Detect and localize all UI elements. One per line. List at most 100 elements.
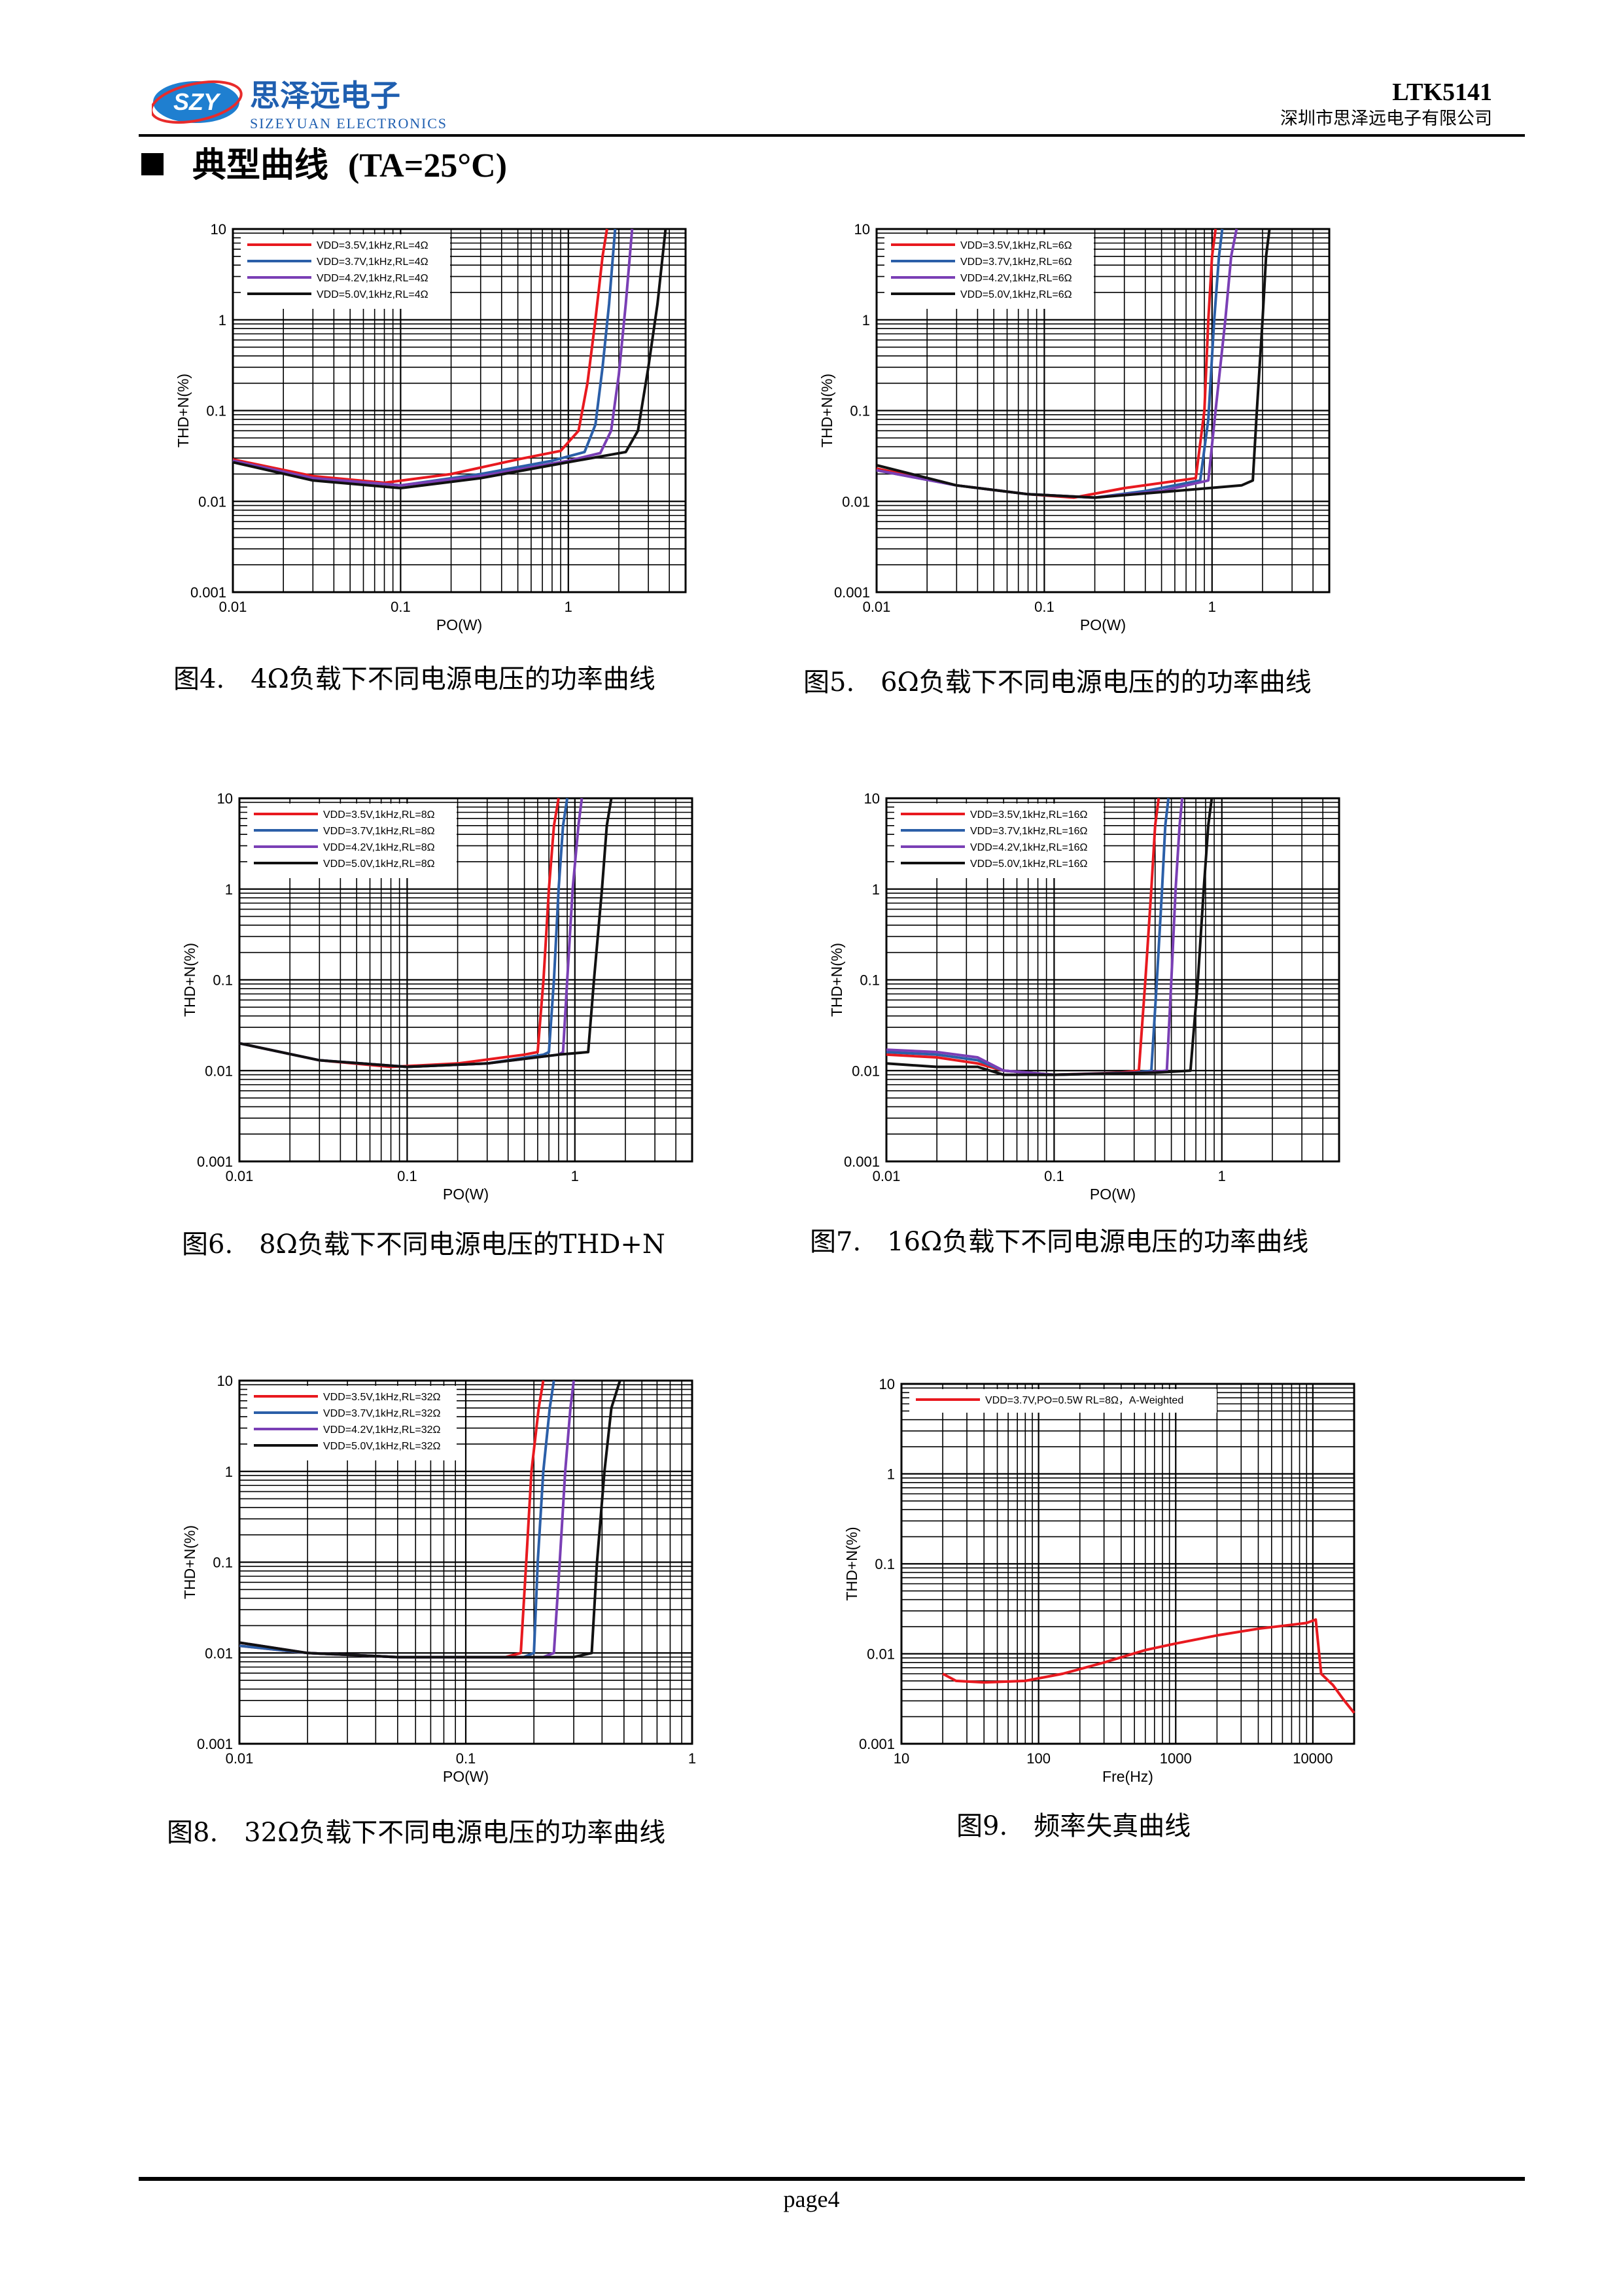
legend-label: VDD=5.0V,1kHz,RL=8Ω: [323, 858, 435, 870]
y-tick-label: 0.01: [852, 1063, 880, 1079]
section-title-text: 典型曲线: [192, 146, 329, 185]
x-axis-label: PO(W): [443, 1186, 489, 1203]
caption-fig5: 图5. 6Ω负载下不同电源电压的的功率曲线: [803, 665, 1312, 699]
x-tick-label: 0.1: [391, 599, 411, 615]
legend-label: VDD=5.0V,1kHz,RL=16Ω: [970, 858, 1088, 870]
legend-label: VDD=4.2V,1kHz,RL=32Ω: [323, 1424, 441, 1436]
chart-fig6: 0.001 0.01 0.1 1 10 0.01 0.1 1 PO(W) THD+N(%) VDD=…: [181, 788, 705, 1220]
x-tick-label: 0.1: [1044, 1168, 1064, 1184]
chart-svg: 0.001 0.01 0.1 1 10 10 100 1000 10000 Fre(Hz) THD+…: [843, 1376, 1355, 1785]
caption-number: 图8.: [167, 1818, 218, 1848]
header-divider: [139, 134, 1525, 137]
x-axis-label: PO(W): [1080, 616, 1126, 633]
section-condition: (TA=25°C): [348, 147, 508, 185]
caption-number: 图4.: [173, 664, 225, 694]
series-line: [239, 798, 613, 1069]
plot-frame: [885, 797, 1340, 1163]
caption-text: 6Ω负载下不同电源电压的的功率曲线: [881, 667, 1312, 698]
legend-label: VDD=4.2V,1kHz,RL=4Ω: [317, 273, 428, 284]
x-tick-label: 10000: [1293, 1750, 1333, 1767]
legend-label: VDD=3.7V,1kHz,RL=8Ω: [323, 826, 435, 837]
y-tick-label: 0.1: [206, 403, 226, 419]
y-tick-label: 0.1: [875, 1556, 895, 1572]
plot-frame: [900, 1383, 1355, 1745]
y-tick-label: 1: [225, 1464, 233, 1480]
y-axis-label: THD+N(%): [828, 943, 845, 1017]
y-tick-label: 0.01: [867, 1646, 895, 1663]
x-axis-label: PO(W): [436, 616, 482, 633]
x-axis-label: Fre(Hz): [1102, 1768, 1153, 1785]
y-tick-label: 0.001: [197, 1736, 233, 1752]
y-tick-label: 0.001: [859, 1736, 895, 1752]
y-tick-label: 10: [854, 221, 870, 238]
x-tick-label: 1: [565, 599, 572, 615]
x-tick-label: 0.01: [226, 1168, 254, 1184]
plot-frame: [875, 228, 1331, 593]
caption-number: 图5.: [803, 667, 855, 698]
y-tick-label: 0.1: [860, 972, 880, 989]
series-group: [239, 1380, 621, 1659]
y-tick-label: 0.01: [205, 1645, 233, 1661]
legend-label: VDD=3.5V,1kHz,RL=4Ω: [317, 240, 428, 251]
logo-orbit: [152, 80, 243, 124]
legend-label: VDD=3.5V,1kHz,RL=16Ω: [970, 809, 1088, 821]
chart-fig8: 0.001 0.01 0.1 1 10 0.01 0.1 1 PO(W) THD+N(%) VDD=…: [181, 1371, 705, 1803]
x-tick-label: 10: [894, 1750, 909, 1767]
caption-text: 4Ω负载下不同电源电压的功率曲线: [251, 664, 655, 694]
y-tick-label: 0.001: [197, 1154, 233, 1170]
series-line: [232, 228, 634, 487]
y-axis-label: THD+N(%): [181, 943, 198, 1017]
x-tick-label: 0.01: [863, 599, 891, 615]
legend-label: VDD=3.5V,1kHz,RL=32Ω: [323, 1392, 441, 1403]
x-tick-label: 0.1: [1034, 599, 1055, 615]
company-name: 深圳市思泽远电子有限公司: [1280, 109, 1492, 129]
chart-fig9: 0.001 0.01 0.1 1 10 10 100 1000 10000 Fre(Hz) THD+…: [843, 1374, 1367, 1803]
y-axis-label: THD+N(%): [181, 1525, 198, 1599]
legend-label: VDD=5.0V,1kHz,RL=32Ω: [323, 1441, 441, 1452]
chart-legend: VDD=3.5V,1kHz,RL=16Ω VDD=3.7V,1kHz,RL=16Ω…: [894, 804, 1104, 878]
series-group: [942, 1618, 1355, 1714]
legend-label: VDD=3.5V,1kHz,RL=6Ω: [960, 240, 1072, 251]
x-tick-label: 1: [1208, 599, 1216, 615]
chart-fig4: 0.001 0.01 0.1 1 10 0.01 0.1 1 PO(W) THD+N(%) VDD=…: [174, 219, 699, 651]
y-tick-label: 0.001: [844, 1154, 880, 1170]
x-axis-label: PO(W): [1090, 1186, 1136, 1203]
y-tick-label: 1: [218, 312, 226, 328]
x-tick-label: 0.01: [226, 1750, 254, 1767]
caption-text: 16Ω负载下不同电源电压的功率曲线: [887, 1227, 1309, 1257]
y-tick-label: 0.1: [850, 403, 870, 419]
legend-background: [884, 234, 1094, 309]
bullet-square-icon: [141, 153, 164, 175]
series-line: [876, 228, 1271, 499]
logo-badge-text: SZY: [173, 88, 221, 115]
y-tick-label: 0.1: [213, 972, 233, 989]
series-line: [942, 1618, 1355, 1714]
x-tick-label: 100: [1026, 1750, 1051, 1767]
y-tick-label: 1: [862, 312, 870, 328]
caption-fig7: 图7. 16Ω负载下不同电源电压的功率曲线: [810, 1225, 1308, 1259]
legend-background: [894, 804, 1104, 878]
y-tick-label: 10: [879, 1376, 895, 1392]
x-tick-label: 1: [571, 1168, 579, 1184]
x-tick-label: 0.01: [219, 599, 247, 615]
chart-legend: VDD=3.5V,1kHz,RL=32Ω VDD=3.7V,1kHz,RL=32Ω…: [247, 1386, 457, 1460]
series-line: [886, 798, 1213, 1076]
part-number: LTK5141: [1392, 79, 1492, 106]
y-tick-label: 1: [225, 881, 233, 898]
chart-grid: [238, 798, 693, 1163]
y-tick-label: 0.01: [205, 1063, 233, 1079]
legend-label: VDD=3.7V,1kHz,RL=32Ω: [323, 1408, 441, 1419]
y-axis-label: THD+N(%): [843, 1527, 860, 1600]
x-tick-label: 0.1: [456, 1750, 476, 1767]
y-tick-label: 0.001: [834, 584, 870, 601]
plot-frame: [238, 1379, 693, 1745]
y-tick-label: 1: [887, 1466, 895, 1483]
legend-label: VDD=4.2V,1kHz,RL=6Ω: [960, 273, 1072, 284]
section-title: 典型曲线 (TA=25°C): [141, 143, 507, 189]
chart-fig5: 0.001 0.01 0.1 1 10 0.01 0.1 1 PO(W) THD+N(%) VDD=…: [818, 219, 1342, 651]
